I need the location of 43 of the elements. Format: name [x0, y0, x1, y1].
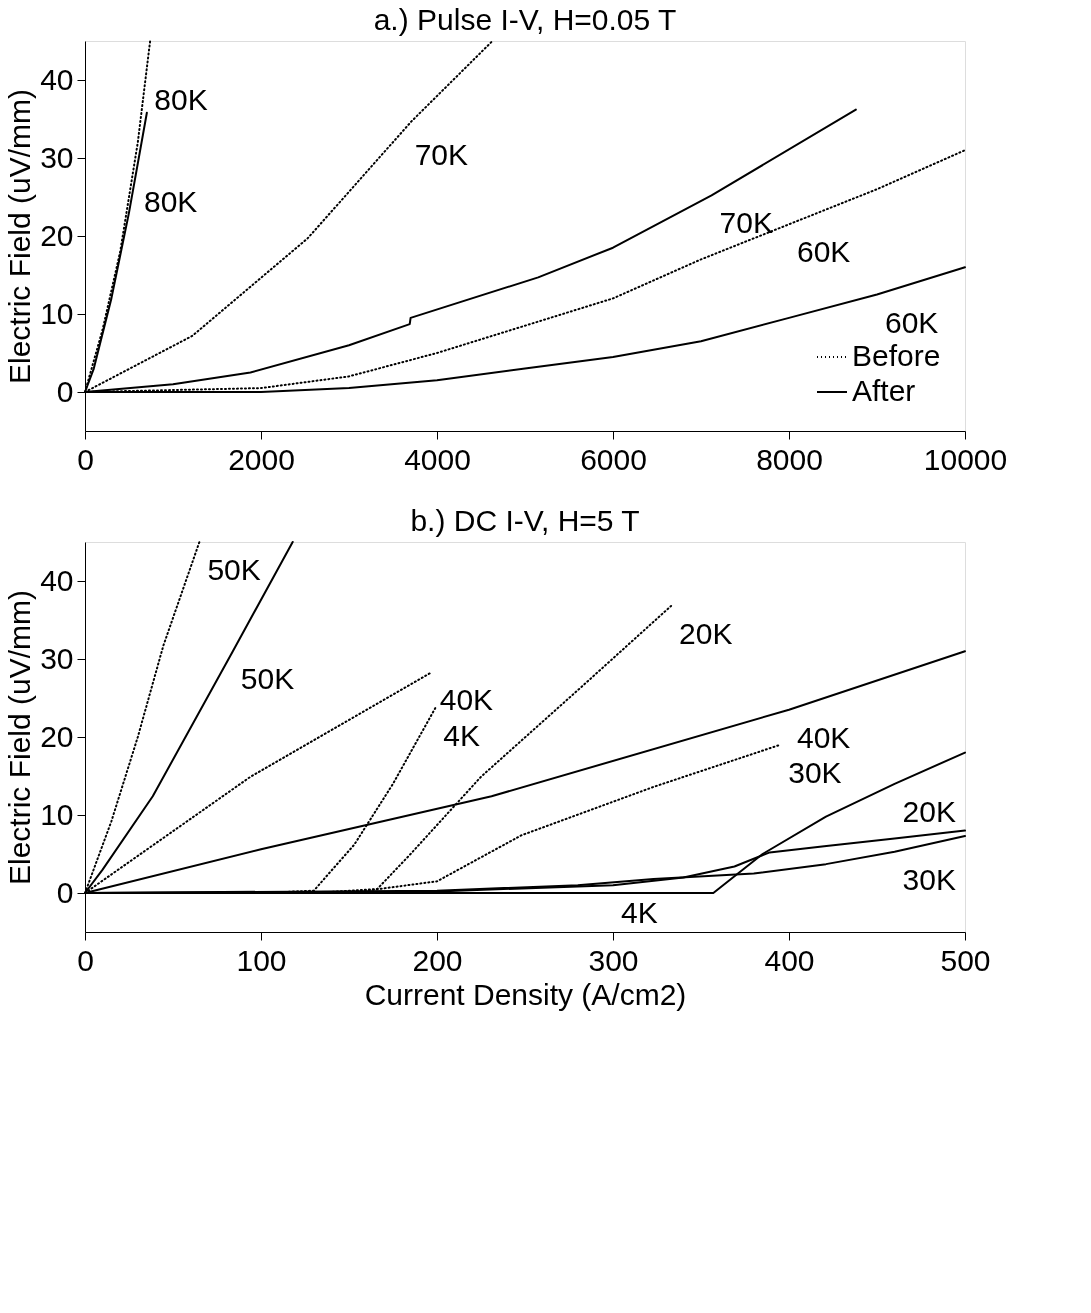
annotation: 70K — [719, 206, 773, 240]
legend-label: After — [852, 374, 916, 407]
y-tick-label: 40 — [40, 62, 74, 96]
y-tick-label: 40 — [40, 563, 74, 597]
x-tick-label: 10000 — [923, 442, 1008, 476]
x-tick-label: 400 — [764, 943, 815, 977]
y-tick-label: 10 — [40, 797, 74, 831]
y-tick-label: 10 — [40, 296, 74, 330]
x-tick-label: 6000 — [580, 442, 647, 476]
annotation: 80K — [154, 83, 208, 117]
x-tick-label: 200 — [412, 943, 463, 977]
x-tick-label: 300 — [588, 943, 639, 977]
y-tick-label: 20 — [40, 218, 74, 252]
annotation: 80K — [143, 184, 198, 218]
x-tick-label: 4000 — [404, 442, 471, 476]
y-axis-title: Electric Field (uV/mm) — [3, 589, 37, 886]
annotation: 50K — [240, 662, 295, 696]
annotation: 30K — [788, 755, 842, 789]
legend-label: Before — [852, 339, 941, 372]
annotation: 40K — [797, 720, 851, 754]
chart-title: a.) Pulse I-V, H=0.05 T — [373, 3, 677, 36]
y-tick-label: 0 — [56, 374, 74, 408]
annotation: 60K — [797, 235, 851, 269]
x-tick-label: 500 — [940, 943, 991, 977]
x-tick-label: 8000 — [756, 442, 823, 476]
annotation: 30K — [902, 862, 956, 896]
annotation: 60K — [885, 305, 939, 339]
annotation: 20K — [679, 616, 733, 650]
y-axis-title: Electric Field (uV/mm) — [3, 88, 37, 385]
y-tick-label: 0 — [56, 875, 74, 909]
annotation: 20K — [902, 794, 956, 828]
annotation: 4K — [443, 719, 480, 753]
x-axis-title: Current Density (A/cm2) — [364, 977, 687, 1011]
annotation: 50K — [207, 553, 261, 586]
x-tick-label: 2000 — [228, 442, 295, 476]
x-tick-label: 100 — [236, 943, 287, 977]
annotation: 40K — [439, 683, 494, 717]
y-tick-label: 30 — [40, 641, 74, 675]
y-tick-label: 30 — [40, 140, 74, 174]
annotation: 4K — [621, 896, 658, 930]
chart-title: b.) DC I-V, H=5 T — [410, 504, 640, 537]
y-tick-label: 20 — [40, 719, 74, 753]
annotation: 70K — [414, 137, 469, 171]
